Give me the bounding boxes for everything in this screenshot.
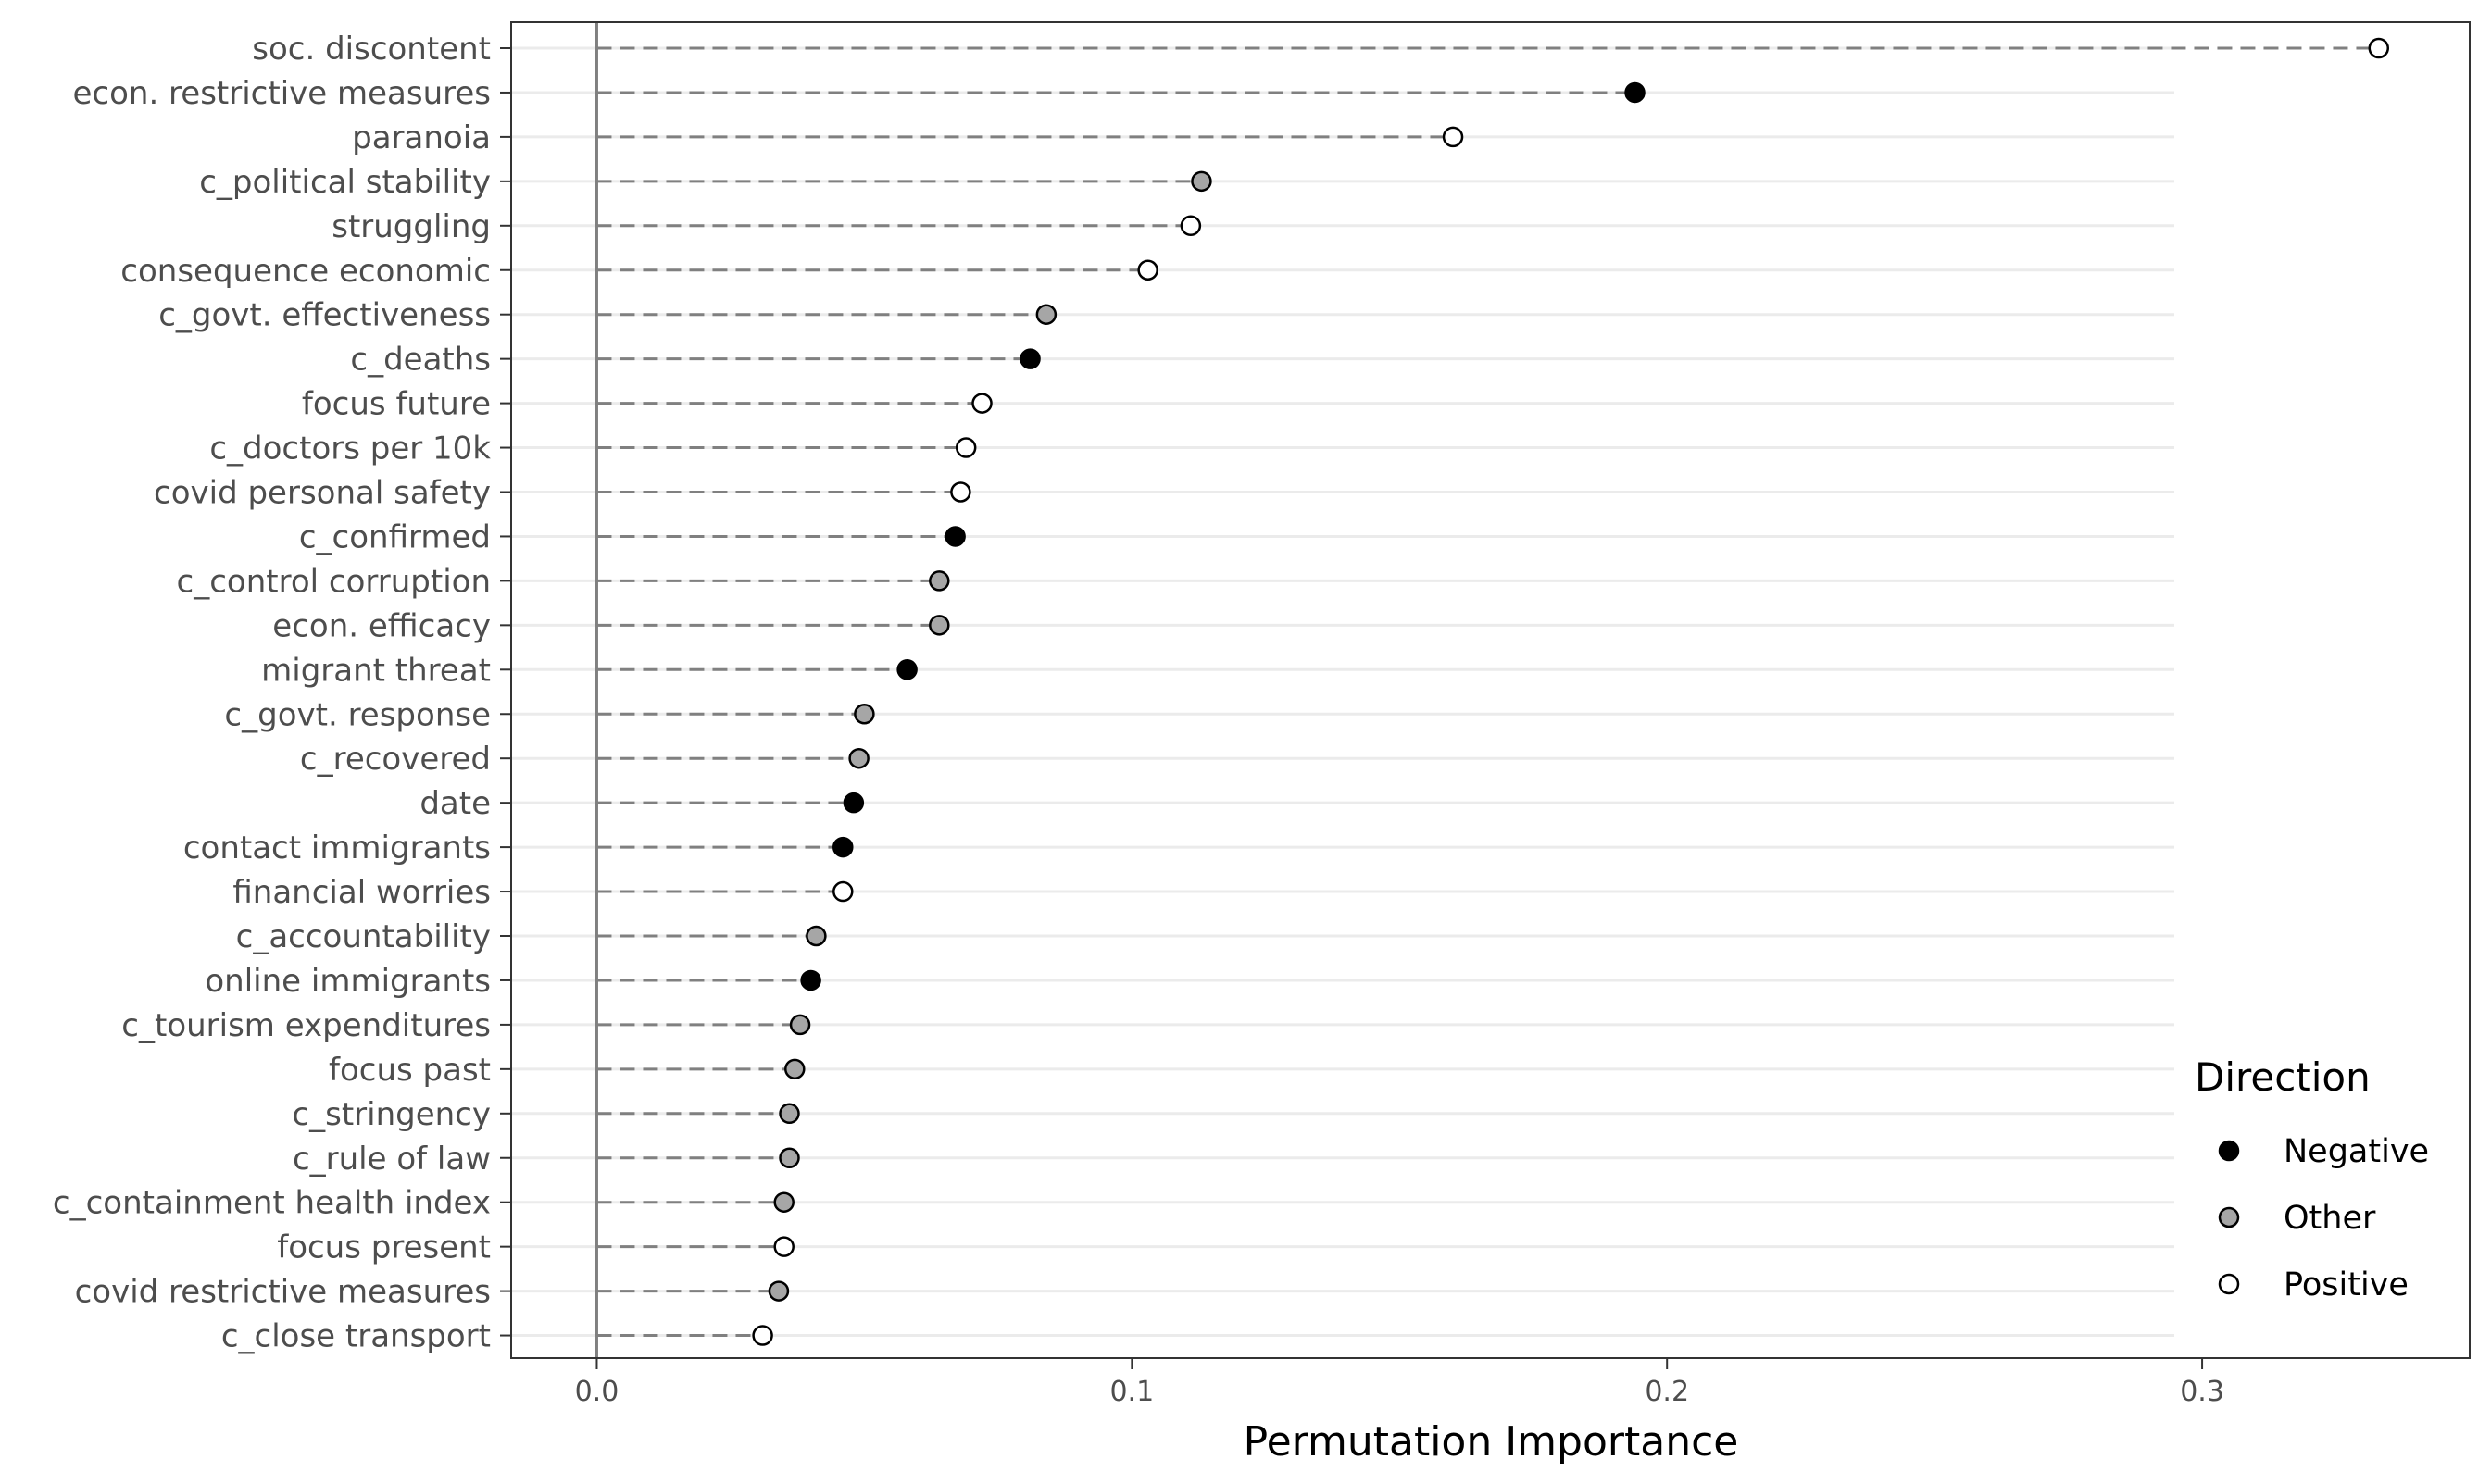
- data-point: [779, 1147, 800, 1168]
- data-point: [800, 969, 821, 991]
- legend-key-positive: [2218, 1273, 2240, 1295]
- legend-title: Direction: [2195, 1054, 2371, 1100]
- data-point: [779, 1103, 800, 1125]
- data-point: [806, 925, 827, 947]
- data-point: [832, 836, 854, 858]
- y-tick-label: c_tourism expenditures: [121, 1007, 491, 1044]
- data-point: [773, 1191, 795, 1213]
- data-point: [971, 393, 993, 414]
- y-tick-label: covid personal safety: [154, 475, 491, 512]
- data-point: [950, 481, 971, 503]
- y-tick-label: c_govt. response: [224, 696, 491, 733]
- y-tick-label: c_political stability: [199, 164, 491, 201]
- y-tick-label: c_close transport: [221, 1318, 491, 1355]
- plot-panel-background: [511, 22, 2470, 1358]
- data-point: [896, 659, 918, 680]
- data-points: [752, 37, 2390, 1346]
- data-point: [832, 880, 854, 903]
- y-tick-label: c_containment health index: [53, 1185, 491, 1222]
- data-point: [1180, 215, 1202, 237]
- y-tick-label: c_doctors per 10k: [209, 430, 491, 468]
- y-tick-label: c_deaths: [350, 342, 491, 379]
- x-tick-label: 0.2: [1645, 1376, 1689, 1408]
- x-axis-ticks: 0.0 0.1 0.2 0.3: [575, 1358, 2224, 1408]
- data-point: [945, 526, 966, 547]
- legend-label-positive: Positive: [2284, 1266, 2409, 1303]
- stems: [596, 46, 2379, 1338]
- legend-label-negative: Negative: [2284, 1133, 2429, 1170]
- y-tick-label: econ. efficacy: [272, 607, 491, 644]
- data-point: [929, 615, 950, 636]
- y-tick-label: c_stringency: [292, 1096, 491, 1133]
- legend-key-negative: [2218, 1140, 2240, 1162]
- legend: Direction Negative Other Positive: [2176, 1046, 2454, 1324]
- y-tick-label: financial worries: [232, 874, 491, 911]
- y-tick-label: soc. discontent: [252, 31, 491, 68]
- data-point: [1442, 126, 1464, 148]
- y-tick-label: focus past: [329, 1052, 491, 1089]
- data-point: [752, 1325, 773, 1346]
- y-tick-label: c_govt. effectiveness: [158, 297, 491, 334]
- data-point: [1191, 170, 1212, 193]
- data-point: [1035, 304, 1058, 325]
- y-tick-label: covid restrictive measures: [75, 1274, 491, 1311]
- y-tick-label: c_accountability: [236, 918, 491, 955]
- y-tick-label: struggling: [332, 208, 491, 245]
- y-tick-label: focus present: [277, 1229, 491, 1266]
- data-point: [768, 1280, 790, 1302]
- y-tick-label: focus future: [302, 386, 491, 423]
- data-point: [1020, 348, 1041, 369]
- y-tick-label: econ. restrictive measures: [72, 75, 491, 112]
- data-point: [1624, 81, 1646, 104]
- data-point: [854, 704, 875, 725]
- data-point: [773, 1236, 795, 1257]
- y-tick-label: c_recovered: [300, 741, 491, 778]
- y-tick-label: contact immigrants: [183, 829, 491, 867]
- plot-panel-border: [510, 21, 2471, 1359]
- data-point: [784, 1058, 806, 1080]
- data-point: [2368, 37, 2390, 59]
- data-point: [955, 437, 977, 458]
- y-tick-label: online immigrants: [205, 963, 491, 1000]
- y-tick-label: consequence economic: [120, 253, 491, 290]
- y-tick-label: migrant threat: [261, 652, 491, 689]
- y-tick-label: paranoia: [352, 119, 491, 156]
- x-tick-label: 0.3: [2180, 1376, 2224, 1408]
- data-point: [789, 1014, 811, 1036]
- y-tick-label: c_rule of law: [293, 1141, 491, 1178]
- y-tick-label: c_confirmed: [299, 518, 491, 555]
- legend-label-other: Other: [2284, 1200, 2376, 1237]
- data-point: [929, 570, 950, 592]
- x-tick-label: 0.0: [575, 1376, 620, 1408]
- data-point: [848, 747, 870, 769]
- data-point: [843, 792, 865, 814]
- y-tick-label: c_control corruption: [177, 563, 491, 600]
- x-axis-title: Permutation Importance: [1244, 1418, 1739, 1465]
- data-point: [1137, 259, 1158, 281]
- legend-key-other: [2218, 1206, 2240, 1228]
- y-axis-ticks: soc. discontent econ. restrictive measure…: [53, 31, 511, 1355]
- x-tick-label: 0.1: [1109, 1376, 1154, 1408]
- y-tick-label: date: [419, 785, 491, 822]
